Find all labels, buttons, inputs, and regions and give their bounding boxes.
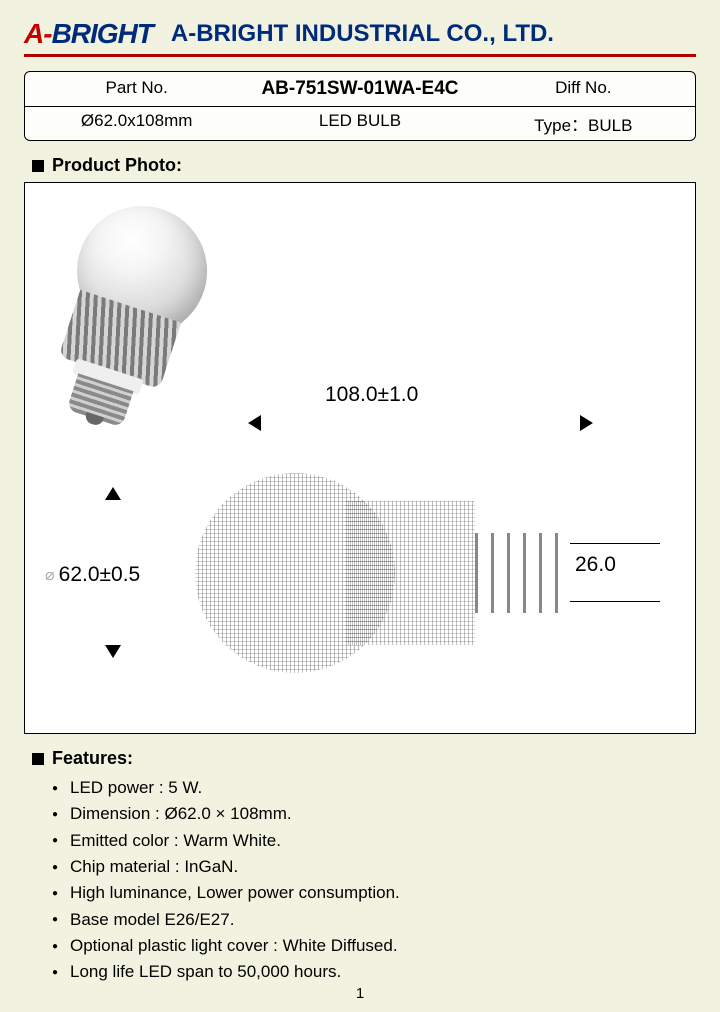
logo-rest: BRIGHT — [52, 18, 153, 50]
arrow-left-icon — [240, 415, 261, 431]
part-no-value: AB-751SW-01WA-E4C — [248, 72, 471, 106]
company-name: A-BRIGHT INDUSTRIAL CO., LTD. — [171, 20, 554, 48]
type-label: Type： — [534, 116, 588, 135]
bullet-square-icon — [32, 753, 44, 765]
dimension-value: Ø62.0x108mm — [25, 107, 248, 140]
dim-line-top — [570, 543, 660, 544]
feature-item: Optional plastic light cover : White Dif… — [52, 933, 696, 959]
bulb-photo — [24, 182, 264, 455]
photo-box: 108.0±1.0 ⌀ 62.0±0.5 26.0 — [24, 182, 696, 734]
diameter-icon: ⌀ — [45, 565, 53, 585]
schematic-body — [345, 501, 475, 645]
header-box: Part No. AB-751SW-01WA-E4C Diff No. Ø62.… — [24, 71, 696, 141]
arrow-right-icon — [580, 415, 601, 431]
page-number: 1 — [0, 985, 720, 1002]
product-photo-title: Product Photo: — [32, 155, 696, 176]
height-dimension: ⌀ 62.0±0.5 — [45, 563, 140, 587]
feature-item: Long life LED span to 50,000 hours. — [52, 959, 696, 985]
width-dimension: 108.0±1.0 — [325, 383, 418, 407]
diff-no-label: Diff No. — [472, 72, 695, 106]
feature-item: Chip material : InGaN. — [52, 854, 696, 880]
features-label: Features: — [52, 748, 133, 769]
separator-rule — [24, 54, 696, 57]
type-cell: Type：BULB — [472, 107, 695, 140]
screw-dimension: 26.0 — [575, 553, 616, 577]
header-row: A - BRIGHT A-BRIGHT INDUSTRIAL CO., LTD. — [24, 18, 696, 50]
feature-item: Emitted color : Warm White. — [52, 828, 696, 854]
logo-dash: - — [43, 18, 51, 50]
header-row-1: Part No. AB-751SW-01WA-E4C Diff No. — [25, 72, 695, 107]
features-list: LED power : 5 W. Dimension : Ø62.0 × 108… — [52, 775, 696, 986]
height-value: 62.0±0.5 — [59, 563, 141, 587]
bulb-schematic — [195, 473, 595, 673]
type-value: BULB — [588, 116, 632, 135]
feature-item: LED power : 5 W. — [52, 775, 696, 801]
logo: A - BRIGHT — [24, 18, 153, 50]
product-name: LED BULB — [248, 107, 471, 140]
part-no-label: Part No. — [25, 72, 248, 106]
dim-line-bottom — [570, 601, 660, 602]
header-row-2: Ø62.0x108mm LED BULB Type：BULB — [25, 107, 695, 140]
product-photo-label: Product Photo: — [52, 155, 182, 176]
logo-a: A — [24, 18, 43, 50]
schematic-screw — [475, 533, 571, 613]
arrow-down-icon — [105, 645, 121, 666]
features-title: Features: — [32, 748, 696, 769]
feature-item: Base model E26/E27. — [52, 907, 696, 933]
bullet-square-icon — [32, 160, 44, 172]
feature-item: High luminance, Lower power consumption. — [52, 880, 696, 906]
arrow-up-icon — [105, 479, 121, 500]
feature-item: Dimension : Ø62.0 × 108mm. — [52, 801, 696, 827]
